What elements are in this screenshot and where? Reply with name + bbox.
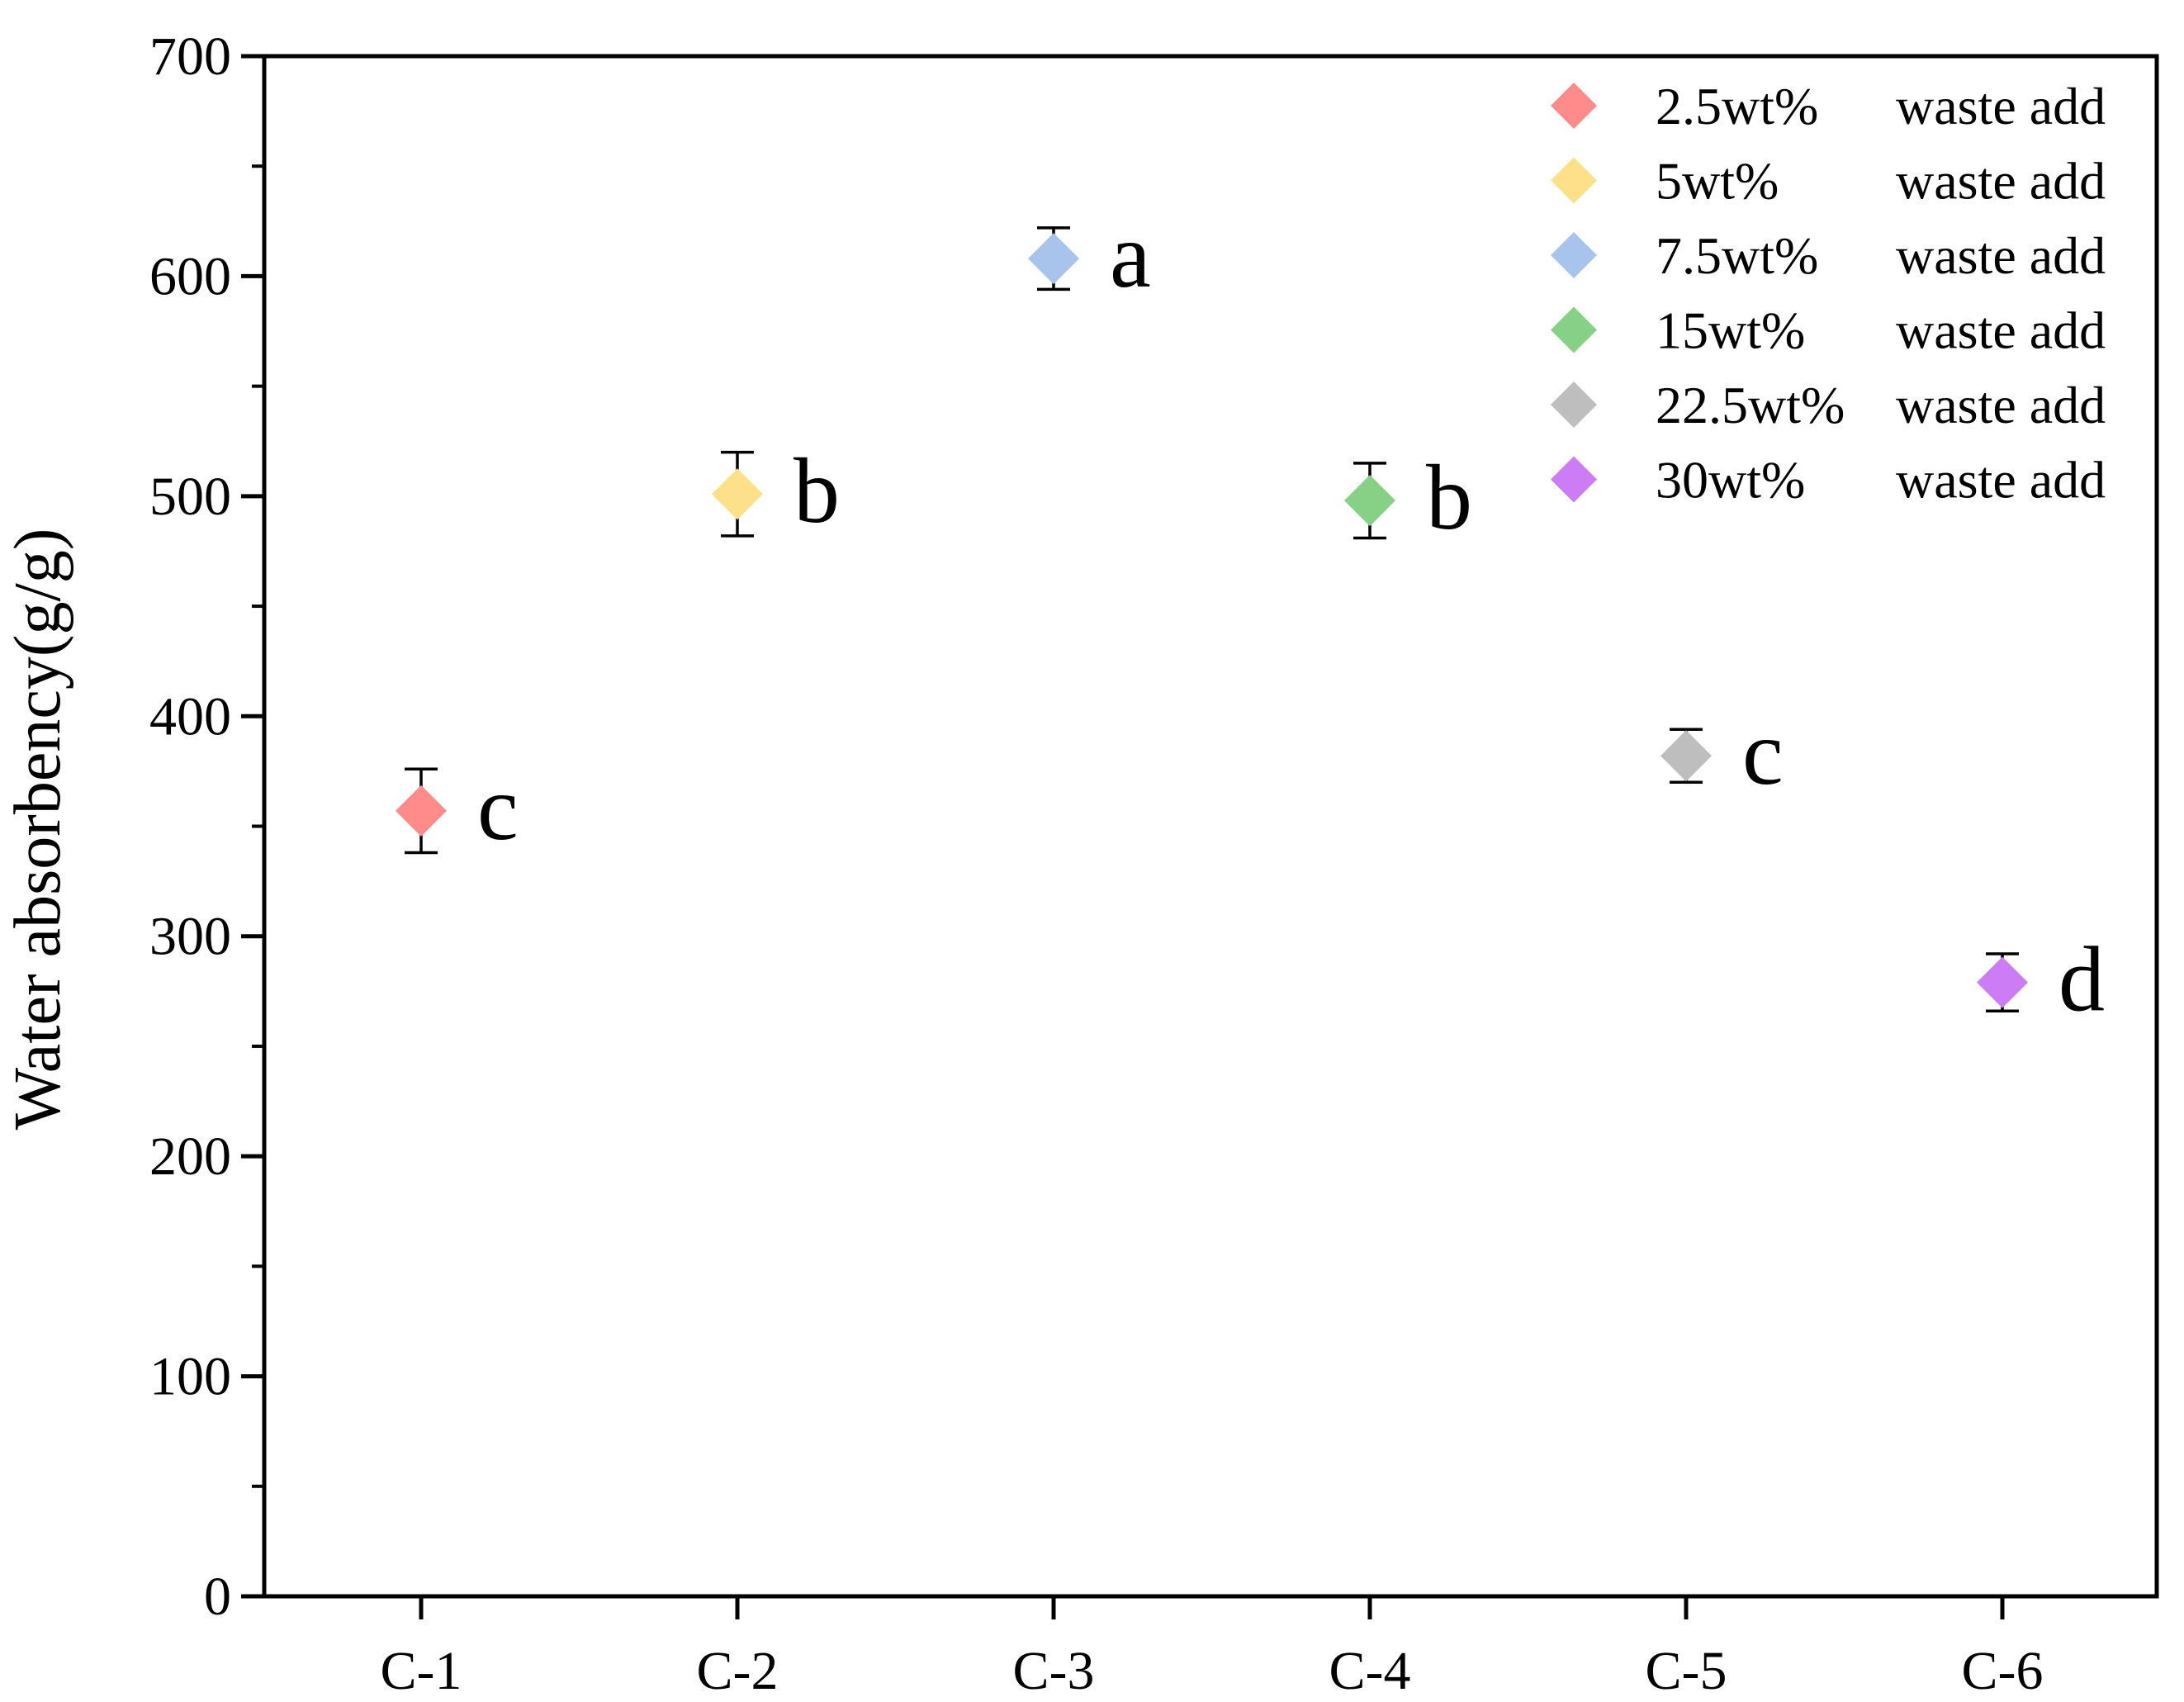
x-tick-label: C-2 <box>697 1641 779 1701</box>
x-tick-label: C-1 <box>381 1641 462 1701</box>
significance-label: a <box>1110 205 1151 307</box>
legend-entry: 5wt% waste add <box>1551 152 2106 211</box>
significance-label: b <box>794 440 840 543</box>
plot-frame <box>262 54 2159 1599</box>
y-axis-title: Water absorbency(g/g) <box>2 529 74 1131</box>
legend-entry: 7.5wt% waste add <box>1551 226 2106 285</box>
legend-entry: 22.5wt% waste add <box>1551 376 2106 434</box>
x-tick-label: C-5 <box>1646 1641 1727 1701</box>
significance-label: b <box>1426 447 1472 549</box>
data-marks: c b a b c d <box>396 205 2105 1031</box>
legend: 2.5wt% waste add 5wt% waste add 7.5wt% waste … <box>1551 77 2106 510</box>
data-point-group: b <box>712 440 840 543</box>
data-point-group: c <box>1661 702 1784 804</box>
y-tick-label: 700 <box>149 26 231 87</box>
data-point-group: a <box>1028 205 1151 307</box>
legend-label-suffix: waste add <box>1896 152 2106 211</box>
legend-marker <box>1551 382 1597 428</box>
significance-label: c <box>477 757 519 860</box>
y-tick-label: 400 <box>149 686 231 747</box>
legend-marker <box>1551 456 1597 503</box>
legend-marker <box>1551 83 1597 129</box>
data-point <box>1977 956 2028 1008</box>
data-point-group: c <box>396 757 519 860</box>
legend-label: 15wt% <box>1656 301 1805 360</box>
legend-label-suffix: waste add <box>1896 451 2106 510</box>
significance-label: d <box>2058 929 2105 1031</box>
x-tick-label: C-6 <box>1962 1641 2044 1701</box>
legend-entry: 2.5wt% waste add <box>1551 77 2106 135</box>
data-point <box>1661 730 1712 782</box>
y-tick-label: 500 <box>149 467 231 527</box>
legend-entry: 15wt% waste add <box>1551 301 2106 360</box>
data-point <box>712 468 763 520</box>
y-tick-label: 300 <box>149 907 231 967</box>
y-tick-label: 600 <box>149 246 231 306</box>
legend-marker <box>1551 232 1597 278</box>
y-tick-label: 0 <box>204 1567 231 1627</box>
significance-label: c <box>1742 702 1784 804</box>
legend-entry: 30wt% waste add <box>1551 451 2106 510</box>
legend-label: 7.5wt% <box>1656 226 1818 285</box>
legend-label: 30wt% <box>1656 451 1805 510</box>
legend-label: 22.5wt% <box>1656 376 1845 434</box>
x-tick-label: C-3 <box>1013 1641 1095 1701</box>
y-tick-label: 100 <box>149 1347 231 1407</box>
legend-label: 2.5wt% <box>1656 77 1818 135</box>
legend-label: 5wt% <box>1656 152 1779 211</box>
legend-label-suffix: waste add <box>1896 376 2106 434</box>
data-point <box>1344 475 1395 527</box>
legend-label-suffix: waste add <box>1896 301 2106 360</box>
data-point <box>1028 233 1079 285</box>
legend-label-suffix: waste add <box>1896 226 2106 285</box>
legend-label-suffix: waste add <box>1896 77 2106 135</box>
data-point-group: d <box>1977 929 2105 1031</box>
y-tick-label: 200 <box>149 1126 231 1187</box>
data-point-group: b <box>1344 447 1472 549</box>
axes: 0 100 200 300 400 500 600 700 C-1 C-2 C-3 C-4 C-5 C-6 <box>149 26 2159 1701</box>
data-point <box>396 785 447 837</box>
legend-marker <box>1551 306 1597 353</box>
legend-marker <box>1551 157 1597 204</box>
x-tick-label: C-4 <box>1329 1641 1411 1701</box>
